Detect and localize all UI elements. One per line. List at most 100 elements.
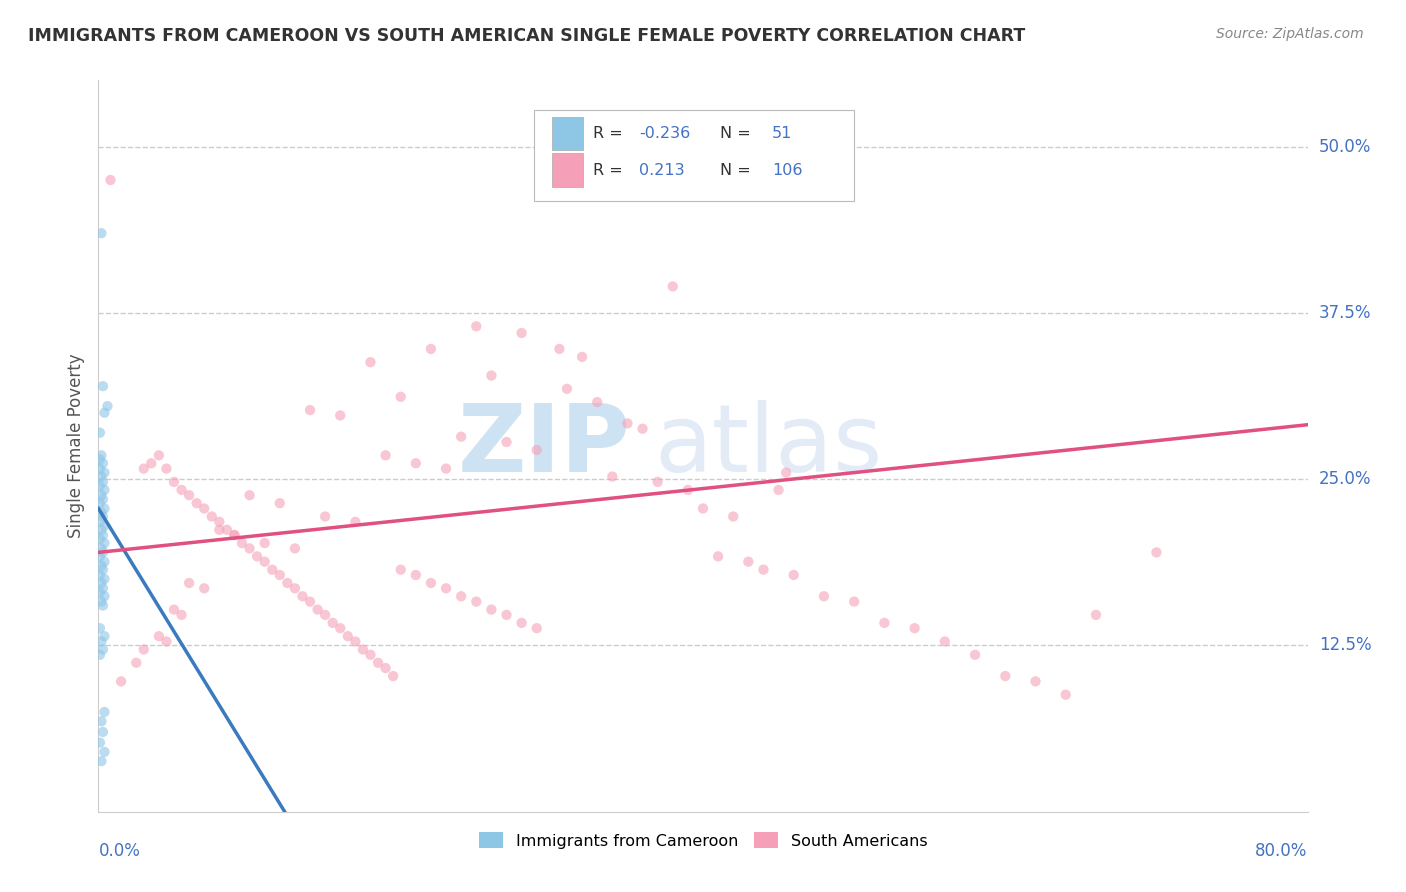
Point <box>405 456 427 470</box>
Point <box>155 461 177 475</box>
Text: 80.0%: 80.0% <box>1256 842 1308 860</box>
Point <box>208 515 231 529</box>
Point <box>367 656 389 670</box>
Point <box>93 572 115 586</box>
Point <box>193 582 215 596</box>
Point <box>481 368 503 383</box>
Text: 0.213: 0.213 <box>638 162 685 178</box>
Point <box>965 648 987 662</box>
Point <box>91 528 114 542</box>
Legend: Immigrants from Cameroon, South Americans: Immigrants from Cameroon, South American… <box>472 826 934 855</box>
Point <box>91 509 114 524</box>
Point <box>89 585 111 599</box>
Text: 51: 51 <box>772 126 793 141</box>
Point <box>89 515 111 529</box>
Point <box>193 501 215 516</box>
Point <box>125 656 148 670</box>
Point <box>783 568 806 582</box>
Point <box>571 350 593 364</box>
Point <box>420 342 443 356</box>
Point <box>510 615 533 630</box>
Point <box>239 541 262 556</box>
Point <box>89 452 111 467</box>
Point <box>89 549 111 564</box>
Point <box>374 448 396 462</box>
Text: 37.5%: 37.5% <box>1319 304 1371 322</box>
Point <box>100 173 122 187</box>
Point <box>163 475 186 489</box>
Point <box>239 488 262 502</box>
Point <box>934 634 956 648</box>
Point <box>93 555 115 569</box>
Text: 12.5%: 12.5% <box>1319 637 1371 655</box>
Point <box>148 448 170 462</box>
Point <box>90 576 112 591</box>
Point <box>844 594 866 608</box>
Point <box>93 589 115 603</box>
Point <box>434 461 457 475</box>
Point <box>148 629 170 643</box>
Point <box>90 634 112 648</box>
Point <box>314 607 336 622</box>
Point <box>737 555 759 569</box>
Point <box>465 594 488 608</box>
Point <box>389 390 412 404</box>
Point <box>91 599 114 613</box>
Point <box>405 568 427 582</box>
Point <box>91 725 114 739</box>
Point <box>284 541 307 556</box>
Point <box>284 582 307 596</box>
Point <box>93 518 115 533</box>
Point <box>90 523 112 537</box>
Point <box>96 399 118 413</box>
Text: ZIP: ZIP <box>457 400 630 492</box>
Point <box>994 669 1017 683</box>
Text: N =: N = <box>720 126 756 141</box>
Point <box>89 648 111 662</box>
Point <box>132 461 155 475</box>
Point <box>91 642 114 657</box>
Point <box>90 714 112 729</box>
Point <box>141 456 163 470</box>
Point <box>768 483 790 497</box>
FancyBboxPatch shape <box>534 110 855 201</box>
Point <box>179 576 201 591</box>
Point <box>352 642 374 657</box>
Point <box>208 523 231 537</box>
Point <box>90 506 112 520</box>
Point <box>450 430 472 444</box>
Point <box>110 674 132 689</box>
Point <box>555 382 578 396</box>
Point <box>775 466 797 480</box>
Point <box>661 279 683 293</box>
Point <box>495 607 517 622</box>
Point <box>752 563 775 577</box>
Point <box>89 621 111 635</box>
Point <box>389 563 412 577</box>
Point <box>170 607 193 622</box>
Point <box>481 602 503 616</box>
Point <box>91 456 114 470</box>
Point <box>723 509 745 524</box>
Point <box>170 483 193 497</box>
Point <box>91 582 114 596</box>
Point <box>873 615 896 630</box>
Point <box>186 496 208 510</box>
Point <box>253 536 276 550</box>
Point <box>382 669 405 683</box>
Point <box>93 536 115 550</box>
Point <box>90 448 112 462</box>
Point <box>344 634 367 648</box>
Text: R =: R = <box>593 126 628 141</box>
Point <box>434 582 457 596</box>
Point <box>269 568 291 582</box>
Point <box>91 475 114 489</box>
Point <box>93 705 115 719</box>
Point <box>90 541 112 556</box>
Point <box>307 602 329 616</box>
Point <box>495 435 517 450</box>
Text: 50.0%: 50.0% <box>1319 137 1371 156</box>
FancyBboxPatch shape <box>551 153 583 187</box>
Point <box>90 226 112 240</box>
Point <box>91 379 114 393</box>
